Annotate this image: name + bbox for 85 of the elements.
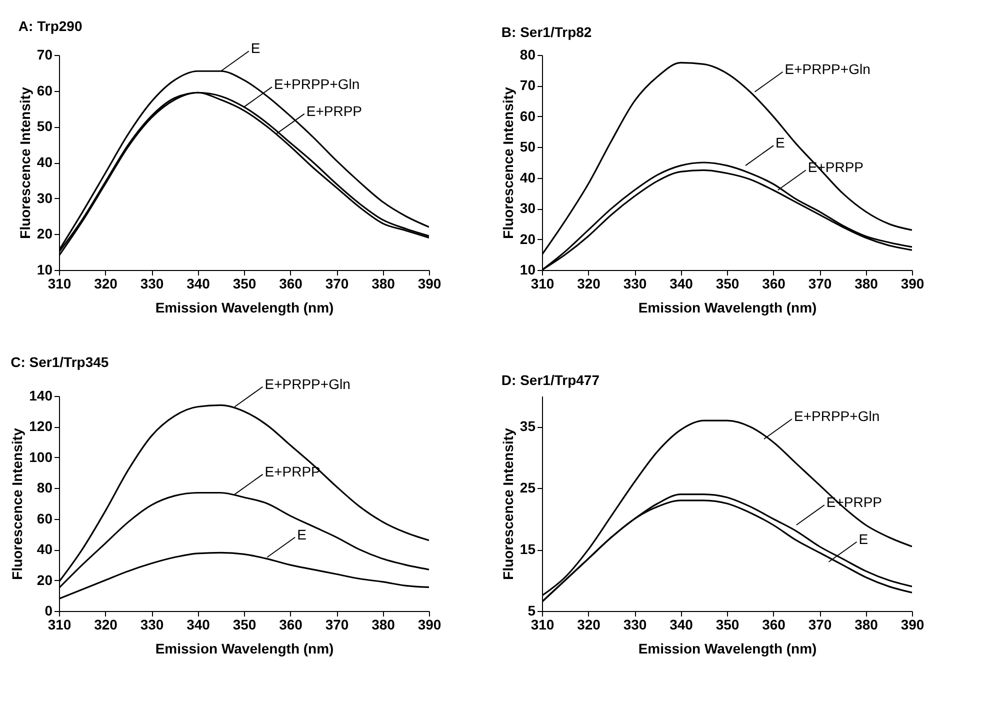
x-tick-label: 310 (48, 276, 72, 292)
x-tick-label: 360 (279, 616, 303, 632)
x-tick-label: 390 (418, 616, 442, 632)
y-tick-label: 30 (36, 190, 53, 206)
y-tick-label: 10 (36, 262, 53, 278)
x-tick-label: 370 (325, 276, 349, 292)
x-axis-title: Emission Wavelength (nm) (638, 300, 817, 316)
x-tick-label: 370 (808, 616, 832, 632)
y-tick-label: 120 (29, 418, 53, 434)
y-tick-label: 80 (520, 46, 536, 62)
y-tick-label: 60 (36, 510, 53, 526)
x-tick-label: 360 (762, 276, 786, 292)
annotation: E (776, 134, 785, 151)
x-tick-label: 390 (418, 276, 442, 292)
annotation: E+PRPP (264, 463, 320, 480)
y-tick-label: 60 (36, 82, 53, 98)
x-tick-label: 330 (140, 616, 164, 632)
x-tick-label: 360 (279, 276, 303, 292)
x-tick-label: 350 (232, 276, 256, 292)
y-tick-label: 35 (520, 418, 536, 434)
y-axis-title: Fluorescence Intensity (9, 428, 26, 580)
x-tick-label: 310 (48, 616, 72, 632)
x-tick-label: 330 (623, 276, 647, 292)
y-tick-label: 20 (520, 230, 536, 247)
annotation: E (297, 526, 306, 542)
y-tick-label: 70 (520, 77, 536, 94)
x-tick-label: 350 (232, 616, 256, 632)
y-tick-label: 100 (29, 448, 53, 465)
x-tick-label: 380 (372, 276, 396, 292)
y-tick-label: 15 (520, 541, 536, 558)
y-tick-label: 50 (36, 118, 53, 134)
x-axis-title: Emission Wavelength (nm) (638, 640, 817, 656)
y-tick-label: 60 (520, 108, 536, 124)
y-tick-label: 50 (520, 138, 536, 155)
x-tick-label: 320 (94, 616, 118, 632)
x-tick-label: 320 (577, 616, 601, 632)
x-tick-label: 370 (325, 616, 349, 632)
chart-title: B: Ser1/Trp82 (501, 24, 592, 40)
x-tick-label: 340 (186, 616, 210, 632)
x-tick-label: 370 (808, 276, 832, 292)
x-tick-label: 340 (186, 276, 210, 292)
x-tick-label: 340 (670, 616, 694, 632)
x-tick-label: 380 (854, 616, 878, 632)
x-axis-title: Emission Wavelength (nm) (155, 300, 334, 316)
annotation: E (858, 530, 868, 547)
chart-title: C: Ser1/Trp345 (10, 354, 109, 370)
x-tick-label: 380 (854, 276, 878, 292)
x-tick-label: 320 (94, 276, 118, 292)
x-tick-label: 390 (900, 616, 924, 632)
y-tick-label: 40 (36, 541, 53, 558)
y-tick-label: 70 (36, 46, 53, 62)
chart-title: D: Ser1/Trp477 (501, 372, 600, 388)
x-tick-label: 350 (716, 276, 740, 292)
x-tick-label: 340 (670, 276, 694, 292)
y-tick-label: 80 (36, 480, 53, 496)
y-tick-label: 140 (29, 388, 53, 404)
y-axis-title: Fluorescence Intensity (500, 428, 516, 580)
x-tick-label: 330 (623, 616, 647, 632)
x-tick-label: 310 (530, 276, 554, 292)
annotation: E+PRPP (306, 102, 362, 119)
x-tick-label: 350 (716, 616, 740, 632)
y-tick-label: 40 (36, 154, 53, 170)
annotation: E+PRPP+Gln (264, 376, 350, 392)
x-tick-label: 330 (140, 276, 164, 292)
y-tick-label: 5 (528, 602, 536, 618)
y-tick-label: 25 (520, 480, 536, 496)
y-axis-title: Fluorescence Intensity (16, 86, 33, 239)
x-axis-title: Emission Wavelength (nm) (155, 640, 334, 656)
y-axis-title: Fluorescence Intensity (500, 86, 516, 239)
y-tick-label: 40 (520, 169, 536, 186)
x-tick-label: 390 (900, 276, 924, 292)
x-tick-label: 320 (577, 276, 601, 292)
x-tick-label: 360 (762, 616, 786, 632)
y-tick-label: 0 (44, 602, 53, 618)
y-tick-label: 30 (520, 200, 536, 216)
chart-title: A: Trp290 (18, 18, 82, 34)
annotation: E+PRPP+Gln (794, 408, 880, 424)
x-tick-label: 380 (372, 616, 396, 632)
y-tick-label: 20 (36, 572, 53, 588)
annotation: E+PRPP+Gln (274, 76, 360, 92)
annotation: E+PRPP+Gln (784, 60, 870, 77)
y-tick-label: 20 (36, 226, 53, 242)
y-tick-label: 10 (520, 262, 536, 278)
annotation: E (250, 40, 260, 56)
x-tick-label: 310 (530, 616, 554, 632)
